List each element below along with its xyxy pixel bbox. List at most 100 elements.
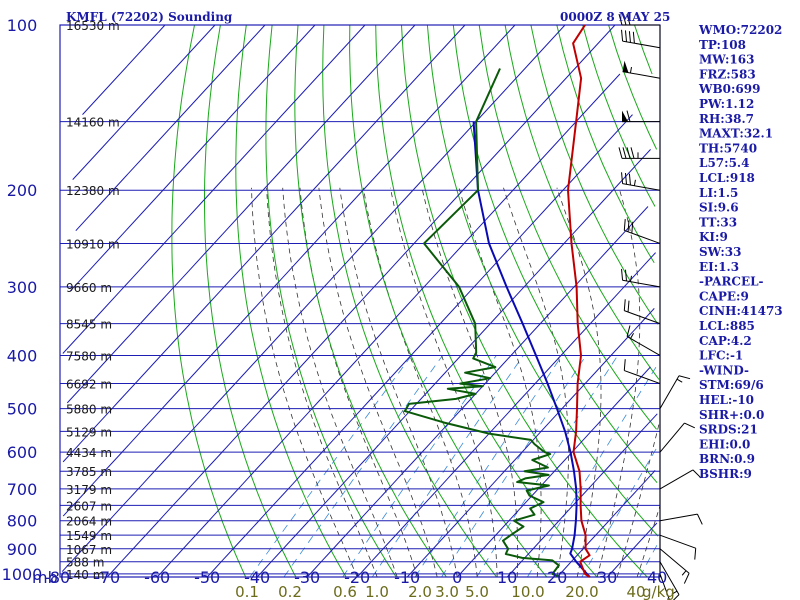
index-entry: EHI:0.0 — [699, 437, 750, 451]
temperature-trace — [567, 24, 591, 578]
wind-barb-flag — [684, 422, 695, 429]
index-entry: PW:1.12 — [699, 97, 754, 111]
wind-barb-pennant — [622, 110, 628, 122]
wind-barb-shaft — [659, 422, 685, 453]
wind-barb-flag — [622, 147, 627, 159]
temperature-tick-label: 30 — [597, 568, 617, 587]
wind-barb-shaft — [624, 310, 661, 325]
moist-adiabat — [596, 187, 641, 578]
dry-adiabat — [322, 24, 497, 578]
index-entry: MAXT:32.1 — [699, 127, 773, 141]
station-title: KMFL (72202) Sounding — [66, 10, 233, 24]
moist-adiabat — [363, 187, 478, 578]
dry-adiabat — [349, 24, 548, 578]
height-label: 2064 m — [66, 515, 112, 529]
index-entry: LI:1.5 — [699, 186, 738, 200]
height-label: 588 m — [66, 556, 104, 570]
dry-adiabat — [504, 24, 660, 380]
wind-barb-shaft — [624, 370, 661, 385]
isotherm — [306, 206, 649, 578]
wind-barb-shaft — [622, 71, 661, 79]
index-entry: MW:163 — [699, 53, 754, 67]
mixing-ratio-tick-label: 5.0 — [465, 583, 489, 600]
moist-adiabat — [390, 187, 498, 578]
moist-adiabat — [556, 187, 602, 578]
mixing-ratio-line — [639, 541, 659, 578]
height-label: 140 m — [66, 568, 104, 582]
index-entry: CAP:4.2 — [699, 334, 752, 348]
wind-barb — [621, 172, 661, 191]
wind-barb — [659, 513, 703, 525]
isotherm — [256, 149, 651, 578]
height-label: 5129 m — [66, 425, 112, 439]
isobars — [59, 24, 661, 578]
plot-frame — [59, 24, 661, 578]
wind-barb-flag — [624, 30, 628, 42]
wind-barb-flag — [696, 513, 703, 525]
wind-barb-flag — [628, 173, 631, 186]
wind-barb-flag — [678, 375, 691, 380]
dry-adiabat — [608, 24, 658, 150]
wind-barb-shaft — [659, 469, 694, 490]
isotherm — [606, 522, 658, 578]
index-entry: TH:5740 — [699, 141, 757, 155]
pressure-tick-label: 1000 — [2, 565, 43, 584]
pressure-tick-label: 500 — [7, 400, 38, 419]
isotherm — [106, 24, 616, 578]
height-label: 7580 m — [66, 349, 112, 363]
wind-barb — [659, 573, 671, 600]
moist-adiabat — [266, 187, 378, 578]
wind-barb — [659, 561, 680, 600]
moist-adiabat — [282, 187, 398, 578]
index-entry: WB0:699 — [698, 82, 760, 96]
pressure-tick-label: 900 — [7, 540, 38, 559]
wind-barb-shaft — [659, 534, 696, 549]
index-entry: SI:9.6 — [699, 201, 739, 215]
temperature-tick-label: 10 — [497, 568, 517, 587]
isotherm — [156, 73, 621, 578]
wind-barb-shaft — [622, 183, 661, 191]
index-entry: LFC:-1 — [699, 349, 743, 363]
temperature-tick-label: 20 — [547, 568, 567, 587]
index-entry: RH:38.7 — [699, 112, 754, 126]
index-entry: TP:108 — [699, 38, 746, 52]
wind-barb-halfflag — [676, 378, 683, 383]
height-label: 16530 m — [66, 19, 120, 33]
wind-barb-halfflag — [681, 570, 687, 576]
wind-barb-halfflag — [629, 275, 632, 282]
mixing-ratio-line — [476, 355, 619, 578]
height-label: 2607 m — [66, 499, 112, 513]
wind-barb-shaft — [659, 561, 680, 595]
wind-barb — [623, 219, 661, 244]
wind-barb-flag — [627, 300, 630, 313]
wind-barb-flag — [626, 110, 631, 122]
wind-barb — [626, 325, 661, 356]
index-entry: LCL:885 — [699, 319, 755, 333]
wind-barb-halfflag — [633, 179, 636, 186]
wind-barb-flag — [694, 548, 697, 560]
wind-barb-flag — [618, 147, 623, 159]
isotherm — [75, 24, 266, 232]
wind-barb — [623, 359, 661, 385]
isotherm — [62, 24, 466, 463]
index-entry: LCL:918 — [699, 171, 755, 185]
dry-adiabat — [426, 24, 659, 537]
dry-adiabat — [294, 24, 447, 578]
wind-barb — [622, 60, 661, 79]
moist-adiabat — [616, 421, 660, 578]
wind-barb-flag — [623, 359, 626, 371]
index-entry: WMO:72202 — [698, 23, 782, 37]
wind-barb-flag — [631, 221, 634, 234]
wind-barb-flag — [624, 269, 628, 282]
pressure-unit-label: mb — [32, 568, 58, 587]
index-entry: CAPE:9 — [699, 289, 749, 303]
index-entry: BSHR:9 — [699, 467, 752, 481]
wind-barbs — [618, 13, 703, 600]
temperature-tick-label: -30 — [294, 568, 320, 587]
index-entry: FRZ:583 — [699, 67, 756, 81]
wind-barb-flag — [683, 573, 690, 584]
index-entry: HEL:-10 — [699, 393, 754, 407]
stability-indices: WMO:72202TP:108MW:163FRZ:583WB0:699PW:1.… — [698, 23, 783, 481]
height-label: 1067 m — [66, 543, 112, 557]
